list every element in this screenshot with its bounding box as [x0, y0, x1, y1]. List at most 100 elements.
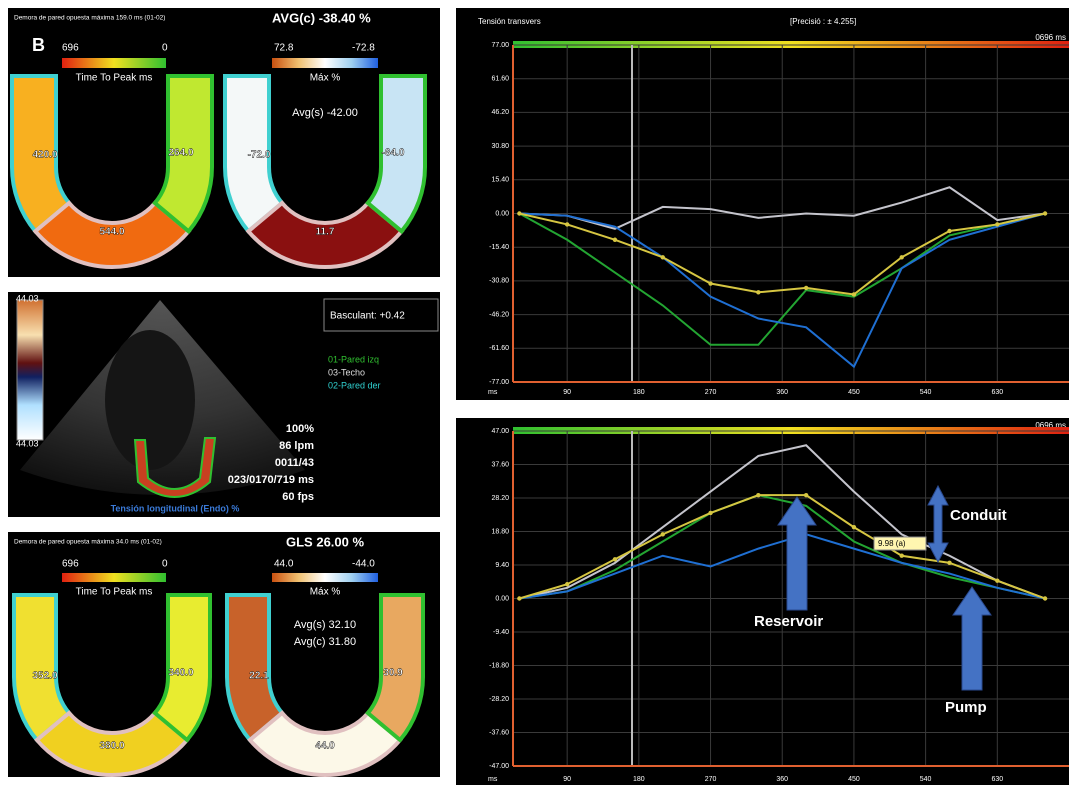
x-tick-label: 90 — [563, 389, 571, 396]
average: Avg(c) 31.80 — [294, 636, 356, 648]
scale-title: Máx % — [310, 73, 341, 84]
series-marker — [756, 290, 761, 295]
segment — [32, 200, 192, 269]
series-marker — [517, 211, 522, 216]
y-tick-label: -61.60 — [489, 345, 509, 352]
scale-label: 0 — [162, 559, 168, 570]
segment-value: -72.0 — [248, 150, 271, 161]
arrow — [777, 496, 817, 611]
series-marker — [756, 492, 761, 498]
segment-group — [12, 593, 425, 777]
average: Avg(s) -42.00 — [292, 107, 358, 119]
scale-label: 0 — [162, 43, 168, 54]
legend-entry: 02-Pared der — [328, 380, 381, 390]
scale-label: 696 — [62, 559, 79, 570]
y-tick-label: -77.00 — [489, 379, 509, 386]
x-tick-label: 180 — [633, 776, 645, 783]
series-line — [519, 212, 1046, 369]
annotations: Reservoir Conduit Pump 9.98 (a) — [754, 507, 1007, 716]
x-tick-label: 630 — [991, 389, 1003, 396]
y-tick-label: 0.00 — [495, 595, 509, 602]
segment-value: -64.0 — [382, 148, 405, 159]
segment-value: 340.0 — [168, 668, 193, 679]
x-tick-label: 270 — [705, 776, 717, 783]
chart-panel — [456, 8, 1069, 400]
series-marker — [899, 553, 904, 558]
segment — [152, 74, 214, 235]
series-line — [518, 212, 1046, 346]
segment-value: 11.7 — [316, 227, 335, 238]
series-line — [519, 494, 1046, 600]
y-tick-label: 77.00 — [491, 42, 509, 49]
y-tick-label: 0.00 — [495, 210, 509, 217]
chart: 47.00 37.60 28.20 18.80 9.40 0.00 -9.40 -18.80 -… — [488, 427, 1069, 783]
x-tick-label: 540 — [920, 776, 932, 783]
legend-entry: 03-Techo — [328, 367, 365, 377]
y-tick-label: 18.80 — [491, 528, 509, 535]
chart: 77.00 61.60 46.20 30.80 15.40 0.00 -15.40 -30.8… — [488, 41, 1069, 396]
segment-group — [10, 74, 427, 269]
x-tick-label: 90 — [563, 776, 571, 783]
annotation: Conduit — [950, 507, 1007, 524]
annotation-arrows — [777, 484, 992, 691]
scale-title: Máx % — [310, 587, 341, 598]
figure-label: B — [32, 35, 45, 55]
info-line: 60 fps — [282, 491, 314, 503]
x-axis-label: ms — [488, 389, 498, 396]
arrow — [927, 484, 949, 564]
segment-value: 544.0 — [99, 227, 124, 238]
series-marker — [660, 532, 665, 537]
y-tick-label: -28.20 — [489, 696, 509, 703]
scale-label: 44.0 — [274, 559, 294, 570]
y-tick-label: 37.60 — [491, 461, 509, 468]
info-line: 0011/43 — [275, 457, 314, 469]
x-tick-label: 540 — [920, 389, 932, 396]
annotation: Pump — [945, 699, 987, 716]
segment-value: 352.0 — [32, 671, 57, 682]
y-tick-label: 30.80 — [491, 143, 509, 150]
y-tick-label: 61.60 — [491, 76, 509, 83]
segment-value: 44.0 — [315, 741, 335, 752]
x-tick-label: 630 — [991, 776, 1003, 783]
scale-title: Time To Peak ms — [76, 73, 153, 84]
segment-value: 380.0 — [99, 741, 124, 752]
panel-header: Demora de pared opuesta máxima 34.0 ms (… — [14, 539, 162, 546]
scale-label: -72.8 — [352, 43, 375, 54]
color-bar — [62, 573, 166, 582]
y-tick-label: 47.00 — [491, 428, 509, 435]
series-marker — [995, 578, 1000, 583]
chart-annotation: 0696 ms — [1035, 421, 1066, 430]
series-marker — [995, 222, 1000, 227]
scale-label: 72.8 — [274, 43, 294, 54]
series-line — [519, 186, 1046, 230]
color-bar — [272, 573, 378, 582]
tracing — [133, 437, 217, 498]
info-line: 100% — [286, 423, 314, 435]
x-tick-label: 450 — [848, 776, 860, 783]
x-tick-label: 450 — [848, 389, 860, 396]
panel-header: Demora de pared opuesta máxima 159.0 ms … — [14, 15, 165, 22]
segment-value: 30.9 — [383, 668, 403, 679]
chart-annotation: 0696 ms — [1035, 33, 1066, 42]
segment-value: 420.0 — [32, 150, 57, 161]
series-line — [519, 444, 1046, 600]
y-tick-label: -9.40 — [493, 629, 509, 636]
series-marker — [803, 285, 809, 291]
series-marker — [564, 582, 570, 587]
series-marker — [851, 292, 857, 297]
color-bar — [62, 58, 166, 68]
tooltip: 9.98 (a) — [878, 539, 906, 548]
y-tick-label: 15.40 — [491, 177, 509, 184]
segment-value: 22.1 — [249, 671, 269, 682]
y-tick-label: 9.40 — [495, 562, 509, 569]
caption: Tensión longitudinal (Endo) % — [111, 503, 240, 513]
chart-subtitle: [Precisió : ± 4.255] — [790, 17, 856, 26]
echo-cavity — [105, 330, 195, 470]
scale-label: 696 — [62, 43, 79, 54]
series-line — [519, 212, 1046, 296]
y-tick-label: -30.80 — [489, 278, 509, 285]
x-tick-label: 180 — [633, 389, 645, 396]
info-line: 86 lpm — [279, 440, 314, 452]
